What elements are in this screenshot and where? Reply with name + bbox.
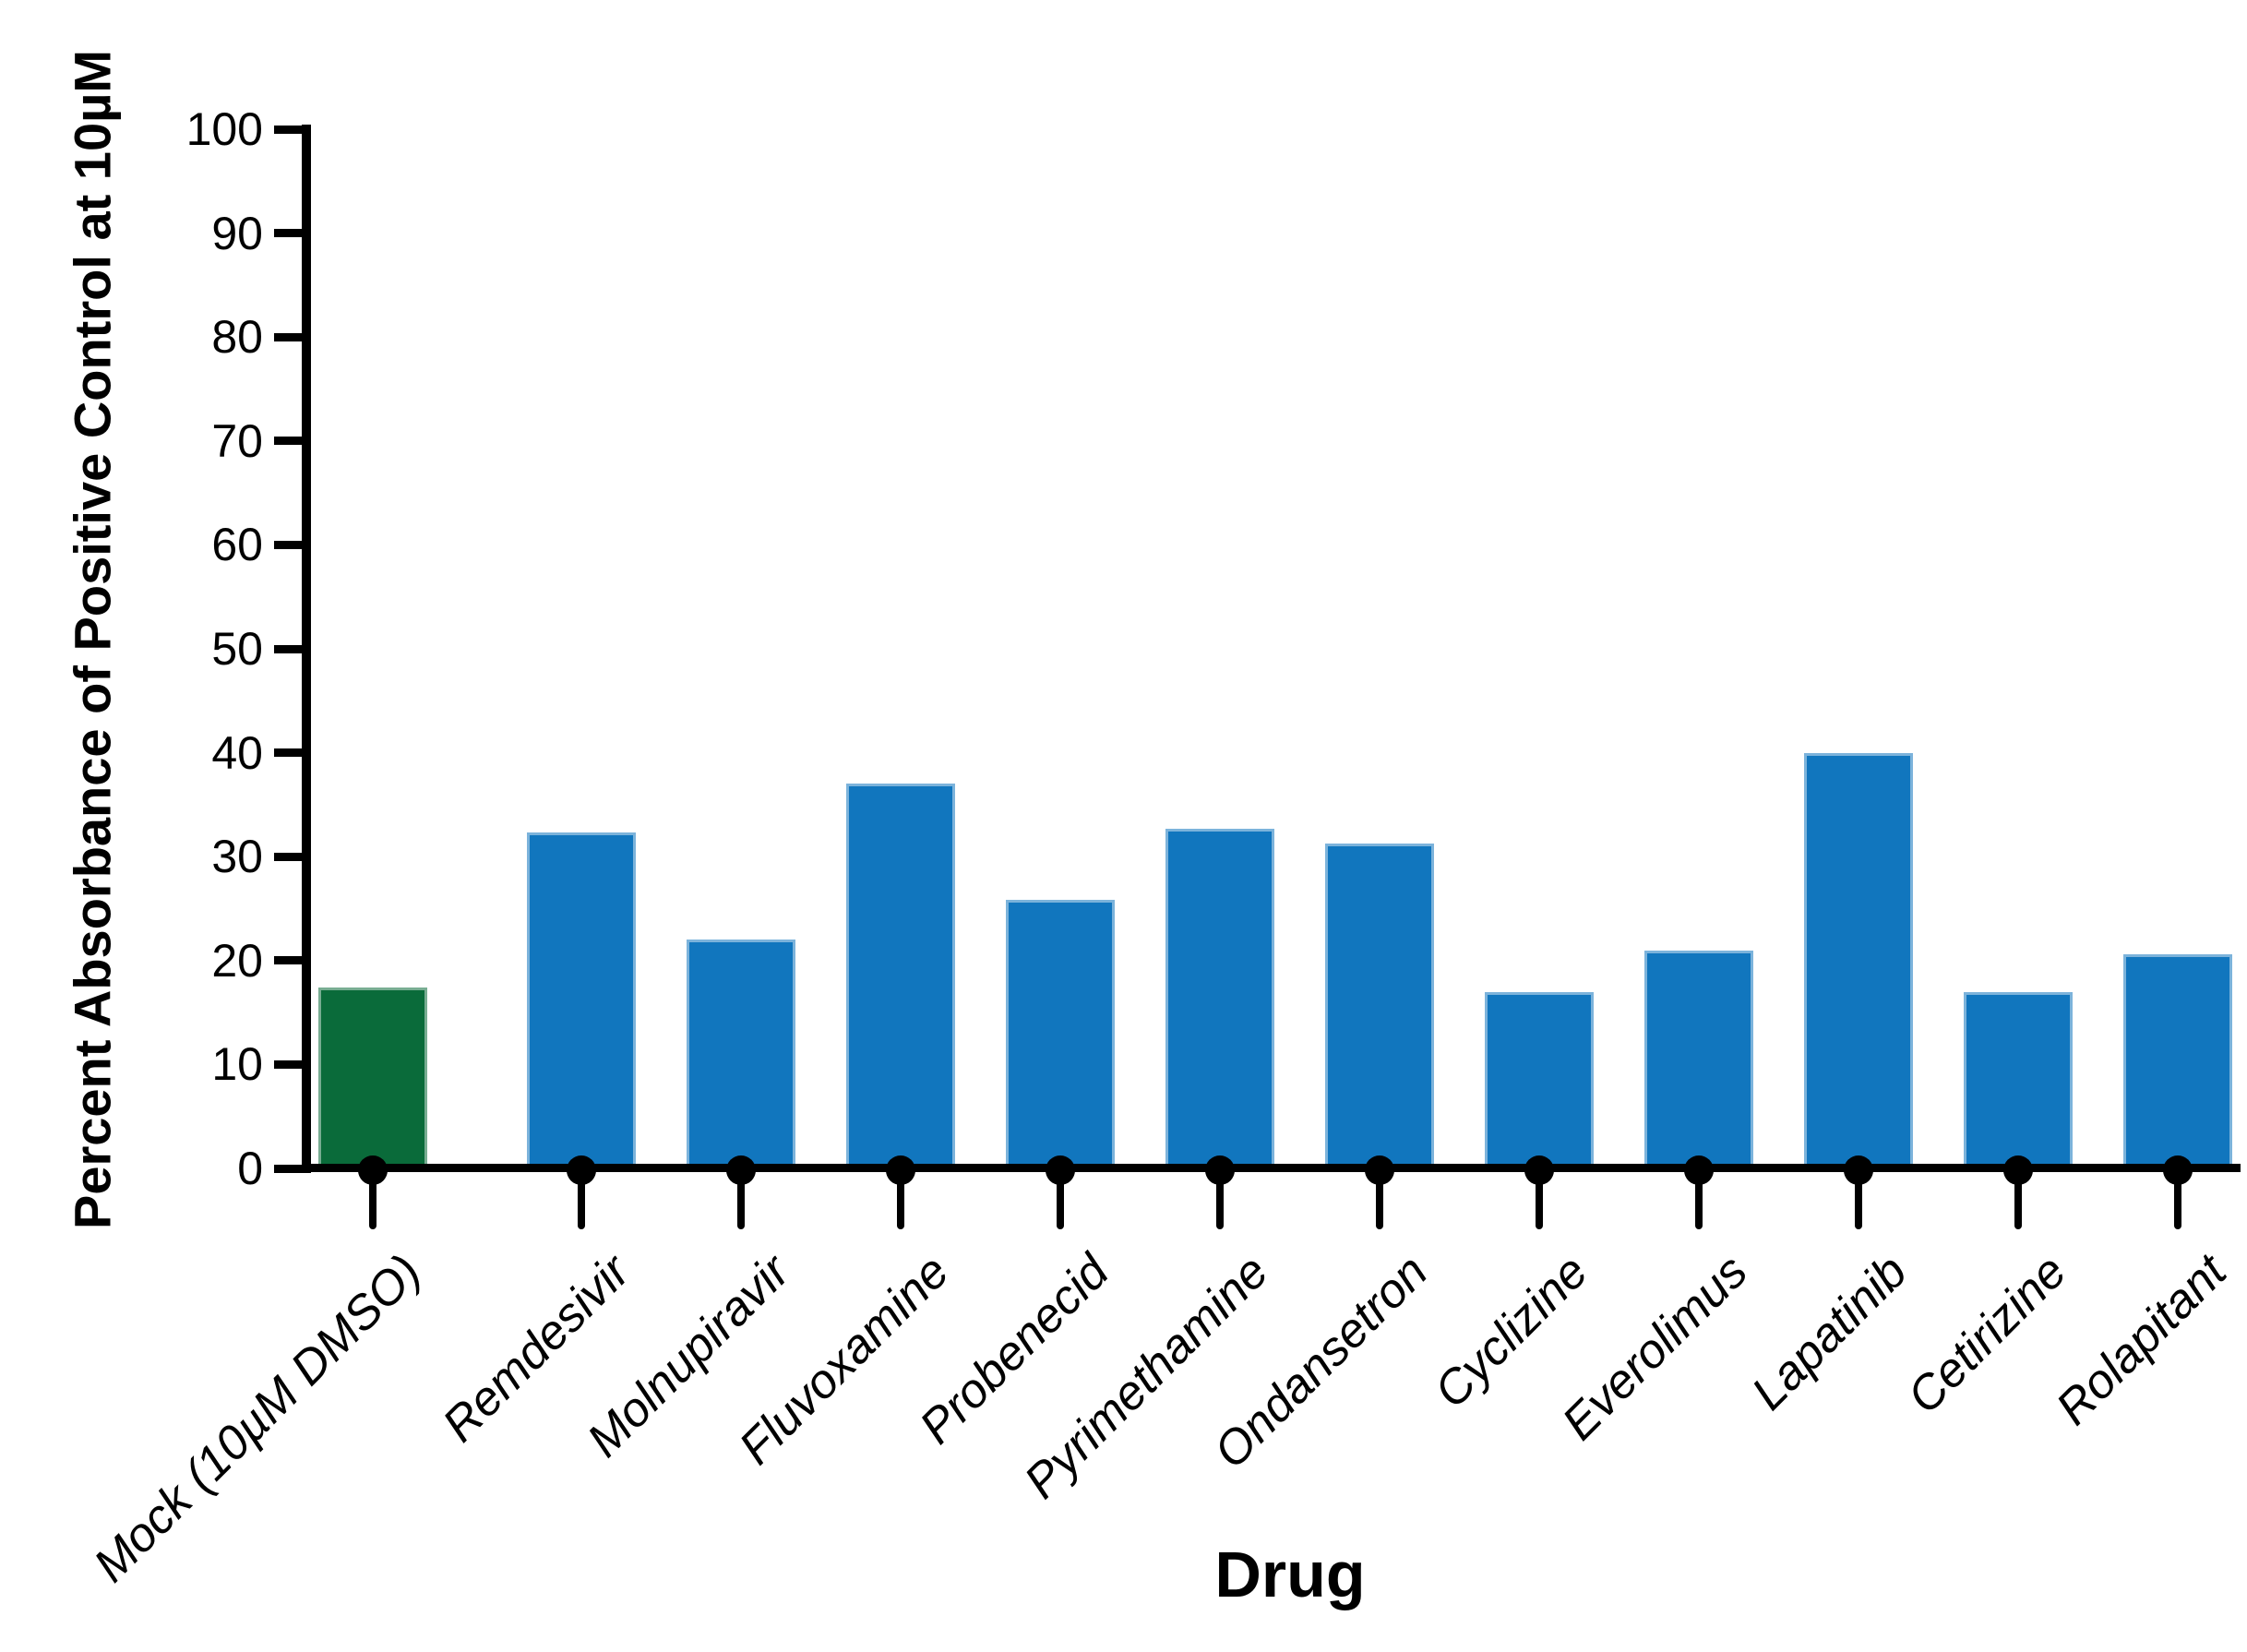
x-tick-dot (1684, 1155, 1714, 1185)
x-tick-stem (897, 1168, 904, 1229)
y-tick-mark (274, 540, 302, 549)
x-axis-line (302, 1164, 2241, 1172)
bar-everolimus (1644, 950, 1753, 1168)
bar-molnupiravir (687, 940, 795, 1168)
x-tick-stem (1057, 1168, 1064, 1229)
y-tick-mark (274, 437, 302, 446)
y-tick-label: 10 (211, 1038, 263, 1091)
x-tick-dot (886, 1155, 915, 1185)
x-tick-dot (1844, 1155, 1873, 1185)
x-tick-dot (1046, 1155, 1075, 1185)
x-tick-stem (1536, 1168, 1543, 1229)
x-tick-dot (2003, 1155, 2033, 1185)
bar-pyrimethamine (1165, 828, 1274, 1168)
y-tick-mark (274, 332, 302, 341)
y-tick-label: 20 (211, 934, 263, 987)
x-tick-stem (737, 1168, 745, 1229)
x-tick-dot (2163, 1155, 2193, 1185)
x-tick-dot (1205, 1155, 1235, 1185)
x-tick-stem (1855, 1168, 1862, 1229)
y-tick-mark (274, 125, 302, 134)
x-tick-label-lapatinib: Lapatinib (1741, 1244, 1918, 1420)
x-tick-dot (726, 1155, 756, 1185)
y-tick-label: 0 (237, 1143, 263, 1194)
x-tick-label-rolapitant: Rolapitant (2046, 1244, 2237, 1436)
bar-fluvoxamine (846, 784, 955, 1168)
bar-mock-10-m-dmso (318, 988, 427, 1168)
x-tick-stem (2174, 1168, 2181, 1229)
y-tick-mark (274, 644, 302, 653)
x-tick-dot (358, 1155, 388, 1185)
bar-rolapitant (2123, 954, 2232, 1168)
bar-cyclizine (1485, 991, 1594, 1168)
bar-lapatinib (1804, 752, 1913, 1168)
x-tick-dot (567, 1155, 596, 1185)
x-tick-dot (1365, 1155, 1394, 1185)
y-tick-label: 70 (211, 414, 263, 467)
y-tick-label: 60 (211, 519, 263, 571)
x-tick-stem (1376, 1168, 1383, 1229)
y-tick-label: 90 (211, 207, 263, 259)
bar-probenecid (1006, 900, 1115, 1168)
y-tick-mark (274, 229, 302, 238)
y-tick-mark (274, 852, 302, 861)
x-tick-stem (2014, 1168, 2022, 1229)
y-tick-label: 40 (211, 726, 263, 779)
y-tick-label: 100 (185, 103, 263, 155)
x-tick-stem (369, 1168, 376, 1229)
y-tick-mark (274, 1164, 302, 1173)
x-tick-stem (1695, 1168, 1703, 1229)
y-tick-mark (274, 748, 302, 758)
y-axis-line (302, 125, 311, 1173)
x-axis-title: Drug (1214, 1538, 1366, 1610)
x-tick-label-mock-10-m-dmso: Mock (10µM DMSO) (83, 1244, 432, 1593)
x-tick-stem (1216, 1168, 1224, 1229)
y-tick-label: 30 (211, 831, 263, 883)
y-tick-label: 80 (211, 311, 263, 364)
y-tick-label: 50 (211, 623, 263, 675)
y-tick-mark (274, 1059, 302, 1069)
bar-cetirizine (1964, 991, 2073, 1168)
bar-ondansetron (1325, 843, 1434, 1168)
bar-remdesivir (527, 832, 636, 1168)
x-tick-dot (1524, 1155, 1554, 1185)
y-tick-mark (274, 956, 302, 965)
x-tick-stem (578, 1168, 585, 1229)
